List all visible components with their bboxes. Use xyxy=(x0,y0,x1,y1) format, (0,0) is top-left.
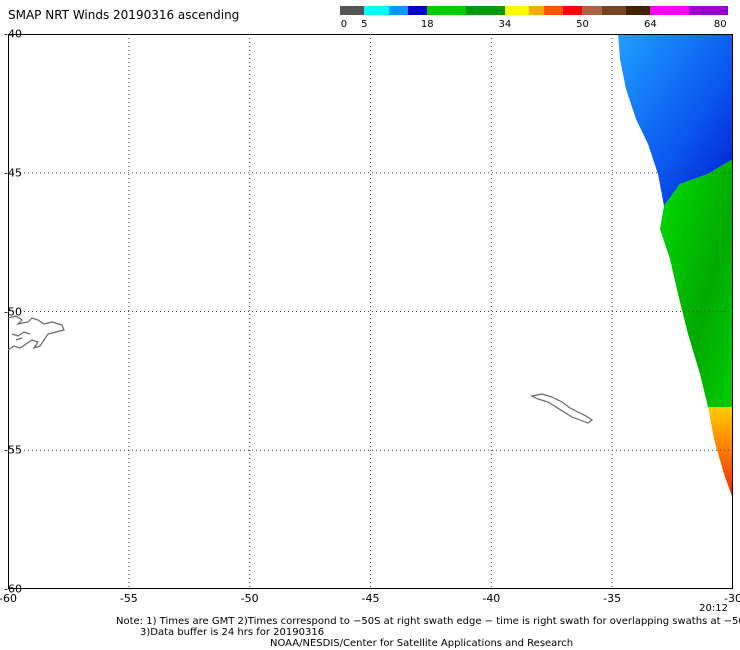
colorbar-label: 50 xyxy=(576,19,589,30)
south-georgia-outline xyxy=(530,393,594,424)
colorbar-segment xyxy=(543,6,564,15)
time-label: 20:12 xyxy=(699,603,728,614)
y-tick-label: -45 xyxy=(4,166,22,180)
colorbar-segment xyxy=(427,6,467,15)
map-title: SMAP NRT Winds 20190316 ascending xyxy=(8,8,240,22)
colorbar-label: 80 xyxy=(713,19,727,30)
x-tick-label: -30 xyxy=(724,592,740,605)
falkland-islands-outline xyxy=(8,315,65,351)
map-frame xyxy=(8,34,733,589)
footnotes: Note: 1) Times are GMT 2)Times correspon… xyxy=(116,616,740,649)
x-tick-label: -55 xyxy=(119,592,138,605)
colorbar-segment xyxy=(689,6,728,15)
colorbar-segment xyxy=(582,6,602,15)
colorbar-segment xyxy=(626,6,651,15)
note-line-3: NOAA/NESDIS/Center for Satellite Applica… xyxy=(270,638,574,649)
swath-green-region xyxy=(660,159,733,407)
colorbar-segment xyxy=(407,6,428,15)
colorbar-segment xyxy=(563,6,583,15)
colorbar-segment xyxy=(340,6,365,15)
colorbar-segment xyxy=(601,6,627,15)
map-grid xyxy=(8,34,733,589)
x-tick-label: -45 xyxy=(361,592,380,605)
y-tick-label: -55 xyxy=(4,443,22,457)
colorbar-segment xyxy=(466,6,505,15)
colorbar-label: 5 xyxy=(361,19,368,30)
colorbar-segment xyxy=(388,6,408,15)
note-line-2: 3)Data buffer is 24 hrs for 20190316 xyxy=(140,627,325,638)
note-line-1: Note: 1) Times are GMT 2)Times correspon… xyxy=(116,616,740,627)
colorbar-segment xyxy=(504,6,530,15)
y-tick-label: -50 xyxy=(4,305,22,318)
colorbar-label: 0 xyxy=(340,19,348,30)
x-tick-label: -60 xyxy=(0,592,17,605)
colorbar-label: 64 xyxy=(644,19,657,30)
x-tick-label: -40 xyxy=(482,592,501,605)
x-tick-label: -35 xyxy=(603,592,622,605)
y-tick-label: -40 xyxy=(4,27,22,41)
swath-warm-region xyxy=(708,407,733,499)
colorbar-label: 34 xyxy=(498,19,512,30)
colorbar-segment xyxy=(364,6,389,15)
swath-blue-region xyxy=(618,34,733,206)
x-tick-label: -50 xyxy=(240,592,259,605)
wind-speed-colorbar xyxy=(340,6,728,15)
colorbar-segment xyxy=(529,6,544,15)
colorbar-label: 18 xyxy=(420,19,434,30)
wind-map xyxy=(8,34,733,589)
y-tick-label: -60 xyxy=(4,582,22,596)
colorbar-segment xyxy=(650,6,690,15)
